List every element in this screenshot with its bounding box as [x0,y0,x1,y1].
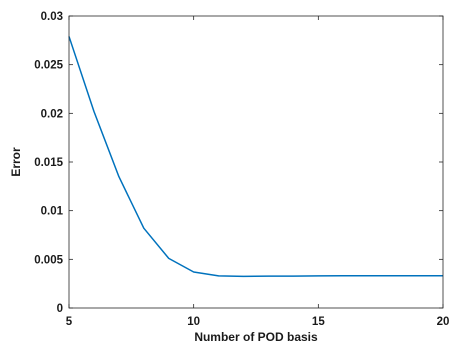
y-tick-label: 0.03 [41,11,63,23]
y-tick-label: 0.015 [34,157,63,169]
y-axis-label: Error [9,147,23,177]
plot-area [69,16,443,308]
tick-layer: 5 10 15 20 0 0.005 0.01 0.015 0.02 0.025 0.03 [34,11,449,328]
x-tick-label: 5 [66,316,73,328]
y-tick-label: 0.02 [41,108,63,120]
x-tick-label: 20 [437,316,450,328]
y-tick-label: 0.005 [34,254,63,266]
series-line [68,36,443,278]
x-axis-label: Number of POD basis [194,330,318,344]
y-tick-label: 0 [57,303,63,315]
x-tick-label: 15 [312,316,325,328]
y-tick-label: 0.01 [41,206,64,218]
series-layer [68,36,443,278]
x-tick-label: 10 [187,316,200,328]
y-tick-label: 0.025 [34,60,63,72]
